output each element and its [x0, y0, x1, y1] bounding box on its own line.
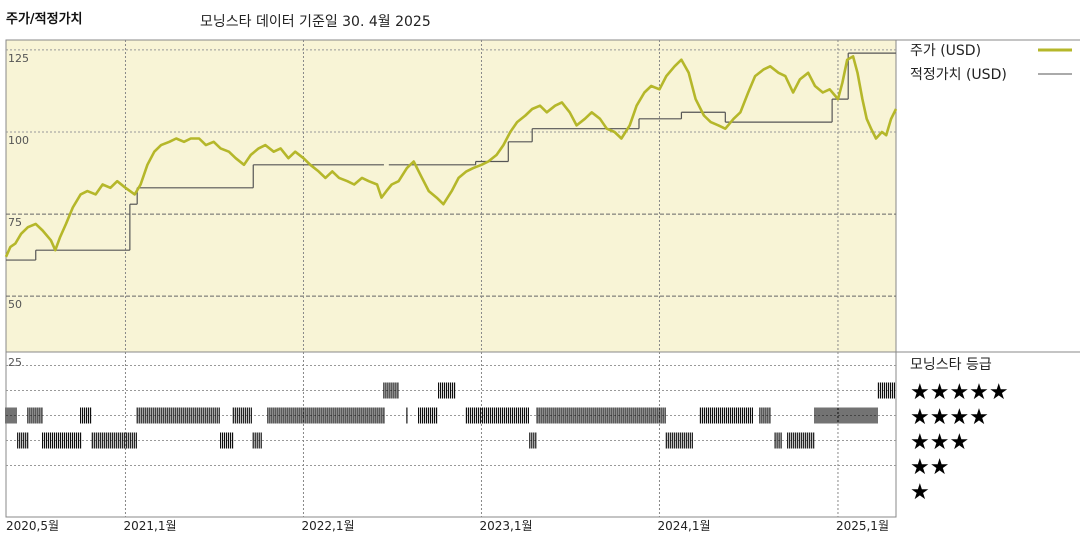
rating-bars [5, 382, 895, 449]
y-tick-label: 75 [8, 216, 22, 229]
rating-period-bar [465, 407, 529, 424]
rating-period-bar [383, 382, 399, 399]
rating-period-bar [252, 432, 262, 449]
rating-panel-title: 모닝스타 등급 [910, 357, 992, 373]
rating-period-bar [267, 407, 385, 424]
rating-2-stars: ★★ [910, 455, 949, 480]
rating-3-stars: ★★★ [910, 430, 969, 455]
rating-period-bar [27, 407, 43, 424]
chart-subtitle: 모닝스타 데이터 기준일 30. 4월 2025 [200, 14, 431, 30]
y-tick-label: 125 [8, 52, 29, 65]
grid-lines [6, 40, 896, 517]
rating-star-labels: ★★★★★ ★★★★ ★★★ ★★ ★ [910, 380, 1009, 505]
rating-period-bar [418, 407, 438, 424]
rating-period-bar [759, 407, 771, 424]
rating-period-bar [232, 407, 252, 424]
price-line [4, 55, 898, 258]
rating-period-bar [536, 407, 666, 424]
x-tick-label: 2024,1월 [657, 519, 710, 533]
y-tick-label: 100 [8, 134, 29, 147]
rating-period-bar [17, 432, 29, 449]
y-tick-labels: 125 100 75 50 [8, 52, 29, 311]
x-tick-label: 2025,1월 [836, 519, 889, 533]
rating-period-bar [80, 407, 92, 424]
rating-period-bar [220, 432, 234, 449]
rating-period-bar [136, 407, 220, 424]
rating-period-bar [877, 382, 895, 399]
rating-1-star: ★ [910, 480, 930, 505]
rating-period-bar [42, 432, 82, 449]
rating-plot-area [5, 351, 897, 518]
rating-period-bar [699, 407, 753, 424]
rating-5-stars: ★★★★★ [910, 380, 1009, 405]
legend-price-label: 주가 (USD) [910, 43, 981, 59]
rating-period-bar [5, 407, 17, 424]
rating-period-bar [774, 432, 782, 449]
rating-axis-label: 25 [8, 356, 22, 369]
rating-period-bar [665, 432, 693, 449]
legend: 주가 (USD) 적정가치 (USD) [910, 43, 1072, 83]
x-tick-label: 2021,1월 [123, 519, 176, 533]
x-tick-label: 2022,1월 [301, 519, 354, 533]
x-tick-labels: 2020,5월 2021,1월 2022,1월 2023,1월 2024,1월 2025,… [6, 519, 889, 533]
rating-period-bar [438, 382, 456, 399]
rating-period-bar [814, 407, 878, 424]
price-series [4, 55, 898, 258]
fair-value-series [6, 52, 896, 261]
x-tick-label: 2020,5월 [6, 519, 59, 533]
legend-fair-value-label: 적정가치 (USD) [910, 67, 1007, 83]
rating-period-bar [91, 432, 137, 449]
rating-4-stars: ★★★★ [910, 405, 989, 430]
chart-title: 주가/적정가치 [6, 11, 83, 27]
rating-period-bar [529, 432, 537, 449]
price-plot-area [5, 39, 897, 353]
rating-period-bar [787, 432, 815, 449]
x-tick-label: 2023,1월 [479, 519, 532, 533]
y-tick-label: 50 [8, 298, 22, 311]
